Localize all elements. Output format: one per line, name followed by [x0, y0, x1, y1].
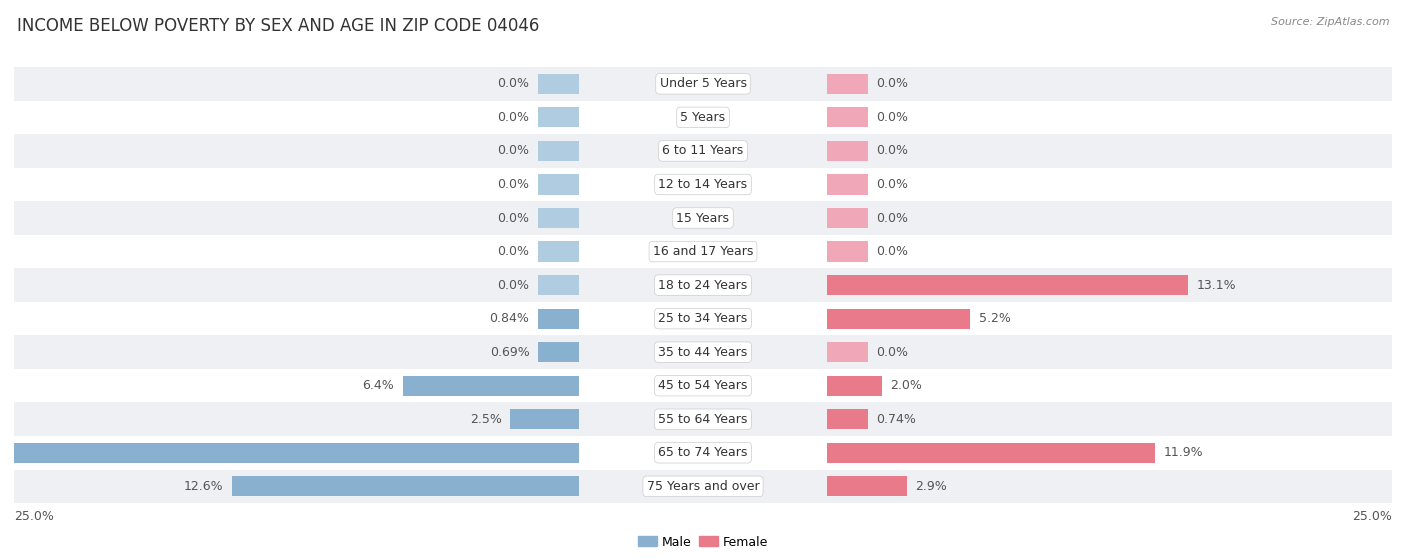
Bar [510, 409, 579, 429]
Bar [827, 476, 907, 496]
Bar [827, 174, 869, 195]
Text: 5.2%: 5.2% [979, 312, 1011, 325]
Bar [827, 208, 869, 228]
Bar [14, 402, 1392, 436]
Bar [827, 409, 869, 429]
Text: 2.9%: 2.9% [915, 480, 948, 493]
Text: 55 to 64 Years: 55 to 64 Years [658, 413, 748, 426]
Text: 2.0%: 2.0% [890, 379, 922, 392]
Bar [537, 208, 579, 228]
Bar [14, 168, 1392, 201]
Text: 0.0%: 0.0% [498, 144, 530, 158]
Bar [537, 275, 579, 295]
Text: 75 Years and over: 75 Years and over [647, 480, 759, 493]
Text: 2.5%: 2.5% [470, 413, 502, 426]
Bar [14, 369, 1392, 402]
Bar [14, 436, 1392, 470]
Text: 0.0%: 0.0% [498, 178, 530, 191]
Text: 25.0%: 25.0% [14, 510, 53, 523]
Bar [402, 376, 579, 396]
Text: 5 Years: 5 Years [681, 111, 725, 124]
Legend: Male, Female: Male, Female [633, 530, 773, 553]
Text: 0.74%: 0.74% [876, 413, 917, 426]
Bar [14, 470, 1392, 503]
Text: 6 to 11 Years: 6 to 11 Years [662, 144, 744, 158]
Text: Source: ZipAtlas.com: Source: ZipAtlas.com [1271, 17, 1389, 27]
Bar [827, 74, 869, 94]
Text: 0.0%: 0.0% [498, 245, 530, 258]
Bar [827, 342, 869, 362]
Bar [827, 141, 869, 161]
Text: 0.0%: 0.0% [498, 77, 530, 91]
Bar [14, 201, 1392, 235]
Text: 0.0%: 0.0% [876, 111, 908, 124]
Bar [827, 241, 869, 262]
Text: 0.69%: 0.69% [489, 345, 530, 359]
Bar [537, 107, 579, 127]
Text: 25.0%: 25.0% [1353, 510, 1392, 523]
Bar [537, 342, 579, 362]
Bar [537, 141, 579, 161]
Bar [537, 241, 579, 262]
Bar [827, 443, 1154, 463]
Bar [14, 134, 1392, 168]
Text: 0.0%: 0.0% [498, 278, 530, 292]
Text: 12 to 14 Years: 12 to 14 Years [658, 178, 748, 191]
Bar [14, 101, 1392, 134]
Text: 13.1%: 13.1% [1197, 278, 1236, 292]
Bar [14, 235, 1392, 268]
Bar [14, 67, 1392, 101]
Bar [537, 174, 579, 195]
Bar [827, 275, 1188, 295]
Text: 0.0%: 0.0% [876, 77, 908, 91]
Text: 0.84%: 0.84% [489, 312, 530, 325]
Text: 45 to 54 Years: 45 to 54 Years [658, 379, 748, 392]
Bar [0, 443, 579, 463]
Bar [827, 107, 869, 127]
Bar [827, 376, 882, 396]
Bar [14, 335, 1392, 369]
Bar [827, 309, 970, 329]
Bar [14, 268, 1392, 302]
Text: 25 to 34 Years: 25 to 34 Years [658, 312, 748, 325]
Text: 15 Years: 15 Years [676, 211, 730, 225]
Text: 6.4%: 6.4% [363, 379, 394, 392]
Text: 16 and 17 Years: 16 and 17 Years [652, 245, 754, 258]
Text: 65 to 74 Years: 65 to 74 Years [658, 446, 748, 459]
Text: 0.0%: 0.0% [498, 111, 530, 124]
Text: 0.0%: 0.0% [498, 211, 530, 225]
Text: INCOME BELOW POVERTY BY SEX AND AGE IN ZIP CODE 04046: INCOME BELOW POVERTY BY SEX AND AGE IN Z… [17, 17, 540, 35]
Text: 18 to 24 Years: 18 to 24 Years [658, 278, 748, 292]
Bar [537, 74, 579, 94]
Text: 12.6%: 12.6% [184, 480, 224, 493]
Text: 0.0%: 0.0% [876, 178, 908, 191]
Bar [537, 309, 579, 329]
Text: 0.0%: 0.0% [876, 345, 908, 359]
Bar [232, 476, 579, 496]
Bar [14, 302, 1392, 335]
Text: 35 to 44 Years: 35 to 44 Years [658, 345, 748, 359]
Text: 0.0%: 0.0% [876, 211, 908, 225]
Text: 0.0%: 0.0% [876, 245, 908, 258]
Text: Under 5 Years: Under 5 Years [659, 77, 747, 91]
Text: 11.9%: 11.9% [1163, 446, 1204, 459]
Text: 0.0%: 0.0% [876, 144, 908, 158]
